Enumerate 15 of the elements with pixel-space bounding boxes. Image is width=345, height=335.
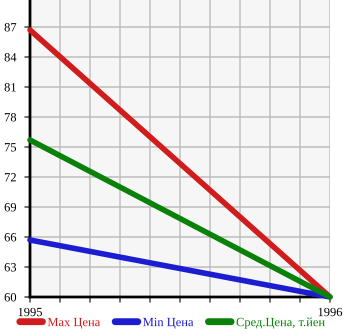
y-tick-label: 87 <box>4 23 16 32</box>
y-tick-label: 75 <box>4 143 16 152</box>
y-tick-label: 60 <box>4 293 16 302</box>
y-tick-label: 66 <box>4 233 16 242</box>
y-tick-label: 63 <box>4 263 16 272</box>
legend-label: Max Цена <box>48 318 100 329</box>
x-tick-label: 1996 <box>318 308 342 316</box>
legend-label: Min Цена <box>143 318 194 329</box>
y-tick-label: 78 <box>4 113 16 122</box>
y-tick-label: 72 <box>4 173 16 182</box>
y-tick-label: 81 <box>4 83 16 92</box>
y-tick-label: 84 <box>4 53 16 62</box>
legend-label: Сред.Цена, т.йен <box>236 318 325 329</box>
y-tick-label: 69 <box>4 203 16 212</box>
x-tick-label: 1995 <box>18 308 42 316</box>
